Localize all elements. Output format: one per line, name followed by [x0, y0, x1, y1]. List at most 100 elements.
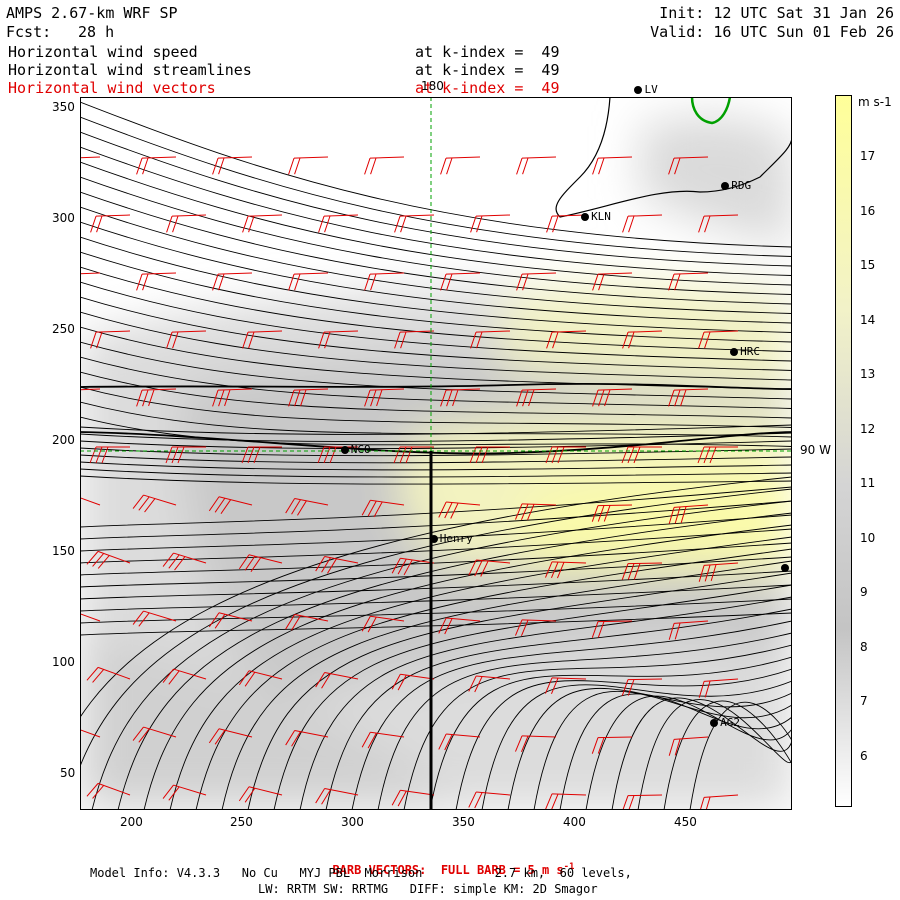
wind-barb: [136, 156, 177, 175]
field-name-streamlines: Horizontal wind streamlines: [8, 61, 252, 79]
station-label: LV: [644, 83, 658, 97]
streamline: [117, 512, 792, 810]
wind-barb: [469, 446, 510, 464]
streamline: [455, 668, 792, 810]
station-marker: [721, 181, 730, 190]
colorbar-label: 15: [860, 258, 876, 272]
wind-barb: [394, 214, 435, 233]
barb-note: BARB VECTORS: FULL BARB = 5 m s-1: [318, 851, 575, 877]
streamline: [80, 266, 792, 352]
streamline: [80, 146, 792, 276]
physics-info: LW: RRTM SW: RRTMG DIFF: simple KM: 2D S…: [258, 882, 598, 896]
streamline: [689, 701, 792, 810]
colorbar-label: 12: [860, 421, 876, 436]
barb-note-text: BARB VECTORS: FULL BARB = 5 m s: [332, 863, 564, 877]
wind-barb: [162, 668, 207, 685]
colorbar-units-text: m s-1: [858, 95, 892, 109]
streamline: [80, 116, 792, 257]
station-label: AG2: [720, 716, 740, 730]
station-marker: [781, 563, 790, 572]
station-marker: [340, 446, 349, 455]
streamline: [80, 461, 792, 471]
streamline: [80, 500, 792, 540]
wind-barb: [315, 556, 359, 574]
y-tick-200: 200: [52, 433, 75, 447]
streamline: [429, 656, 792, 810]
streamline: [80, 486, 792, 528]
wind-barb: [546, 330, 587, 349]
field-level-streamlines: at k-index = 49: [415, 61, 560, 79]
wind-barbs: [80, 156, 739, 810]
wind-barb: [468, 791, 511, 809]
station-label: Henry: [439, 532, 473, 545]
streamline: [80, 371, 792, 419]
streamline: [611, 697, 792, 810]
wind-barb: [285, 730, 329, 747]
wind-barb: [592, 388, 633, 407]
wind-barb: [668, 620, 709, 640]
wind-barb: [162, 784, 207, 801]
field-name-speed: Horizontal wind speed: [8, 43, 198, 61]
wind-barb: [545, 446, 586, 464]
wind-barb: [438, 733, 481, 751]
forecast-hours: 28 h: [78, 23, 115, 41]
wind-barb: [361, 731, 405, 749]
station-marker: [634, 86, 643, 95]
x-tick-400: 400: [563, 815, 586, 829]
colorbar-units: m s-1: [858, 96, 892, 108]
streamline: [80, 311, 792, 381]
wind-barb: [136, 272, 177, 291]
streamline: [247, 572, 792, 810]
wind-barb: [698, 330, 739, 349]
wind-barb: [238, 786, 283, 803]
wind-barb: [668, 736, 709, 756]
wind-barb: [668, 156, 709, 175]
x-tick-450: 450: [674, 815, 697, 829]
wind-barb: [440, 272, 481, 291]
wind-barb: [208, 496, 253, 515]
streamlines: [80, 101, 792, 810]
wind-barb: [515, 619, 557, 636]
streamline: [143, 524, 792, 810]
wind-barb: [162, 552, 207, 571]
wind-barb: [546, 214, 587, 233]
streamline: [80, 432, 792, 442]
streamline: [299, 596, 792, 810]
x-tick-200: 200: [120, 815, 143, 829]
wind-barb: [208, 728, 253, 745]
y-tick-100: 100: [52, 655, 75, 669]
wind-barb: [80, 492, 101, 506]
streamline: [80, 514, 792, 552]
wind-barb: [166, 214, 207, 233]
barb-note-exponent: -1: [563, 862, 575, 872]
wind-barb: [132, 494, 177, 513]
streamline: [80, 584, 792, 612]
station-label: RDG: [731, 178, 752, 192]
wind-barb: [90, 330, 131, 349]
streamline: [80, 556, 792, 588]
wind-barb: [212, 388, 253, 407]
top-marker: 180: [421, 79, 444, 93]
wind-barb: [515, 735, 557, 752]
colorbar-label: 14: [860, 312, 876, 327]
x-tick-350: 350: [452, 815, 475, 829]
wind-barb: [288, 156, 329, 175]
wind-barb: [591, 620, 633, 638]
streamline: [80, 131, 792, 267]
streamline: [80, 542, 792, 576]
valid-time: Valid: 16 UTC Sun 01 Feb 26: [650, 23, 894, 41]
streamline: [80, 101, 792, 248]
wind-barb: [166, 330, 207, 349]
streamline: [80, 440, 792, 450]
station-marker: [730, 348, 739, 357]
wind-barb: [318, 214, 359, 233]
streamline: [80, 401, 792, 438]
wind-barb: [698, 562, 739, 582]
wind-barb: [438, 501, 481, 519]
wind-barb: [591, 736, 633, 754]
wind-barb: [315, 788, 359, 805]
wind-barb: [440, 156, 481, 175]
coast-green-contour: [690, 97, 732, 125]
wind-barb: [285, 614, 329, 631]
streamline: [80, 528, 792, 564]
